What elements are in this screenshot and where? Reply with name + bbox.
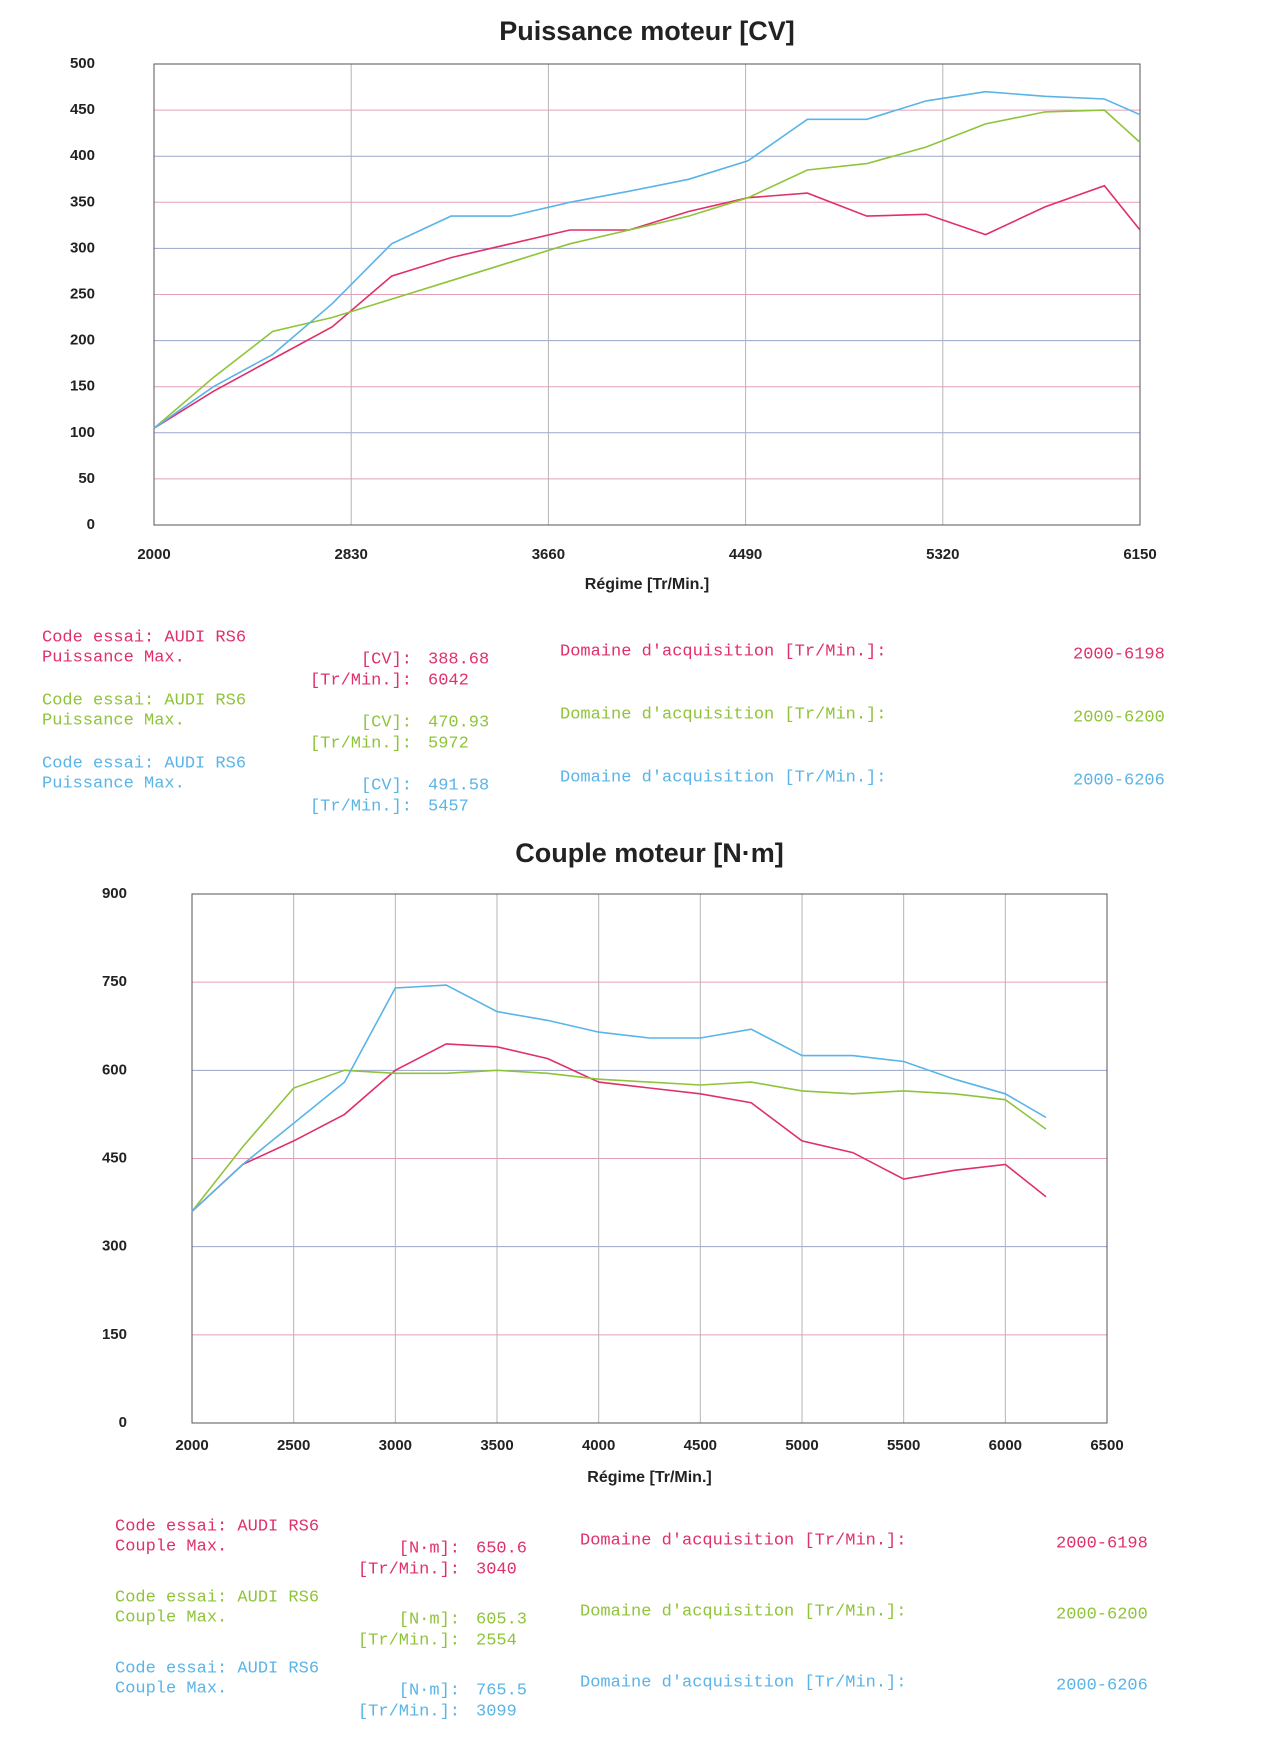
y-tick-label: 750 <box>102 973 127 990</box>
result-code: Code essai: AUDI RS6 <box>42 754 246 773</box>
result-max-value: 765.5 <box>476 1681 527 1700</box>
result-unit-label: [N·m]: <box>399 1610 460 1629</box>
y-tick-label: 0 <box>87 516 95 533</box>
y-tick-label: 450 <box>102 1149 127 1166</box>
result-rpm-label: [Tr/Min.]: <box>358 1631 460 1650</box>
y-tick-label: 150 <box>102 1326 127 1343</box>
result-unit-label: [N·m]: <box>399 1539 460 1558</box>
result-max-value: 470.93 <box>428 713 489 732</box>
result-rpm-value: 3040 <box>476 1560 517 1579</box>
result-rpm-value: 5972 <box>428 734 469 753</box>
result-max-value: 650.6 <box>476 1539 527 1558</box>
result-code: Code essai: AUDI RS6 <box>115 1517 319 1536</box>
result-range: 2000-6198 <box>1073 645 1165 664</box>
result-rpm-label: [Tr/Min.]: <box>358 1702 460 1721</box>
y-tick-label: 200 <box>70 332 95 349</box>
result-rpm-value: 2554 <box>476 1631 517 1650</box>
x-tick-label: 3500 <box>480 1437 513 1454</box>
result-range: 2000-6206 <box>1056 1676 1148 1695</box>
x-tick-label: 4000 <box>582 1437 615 1454</box>
result-unit-label: [CV]: <box>361 650 412 669</box>
result-rpm-value: 3099 <box>476 1702 517 1721</box>
result-max-label: Couple Max. <box>115 1537 227 1556</box>
x-tick-label: 5320 <box>926 546 959 563</box>
result-rpm-value: 6042 <box>428 671 469 690</box>
x-axis-title: Régime [Tr/Min.] <box>585 576 709 593</box>
y-tick-label: 450 <box>70 101 95 118</box>
result-range-label: Domaine d'acquisition [Tr/Min.]: <box>580 1602 906 1621</box>
result-range-label: Domaine d'acquisition [Tr/Min.]: <box>560 642 886 661</box>
result-code: Code essai: AUDI RS6 <box>115 1659 319 1678</box>
x-tick-label: 6000 <box>989 1437 1022 1454</box>
result-max-label: Puissance Max. <box>42 774 185 793</box>
series-line <box>153 109 1141 429</box>
result-max-label: Couple Max. <box>115 1608 227 1627</box>
result-range: 2000-6200 <box>1073 708 1165 727</box>
y-tick-label: 250 <box>70 285 95 302</box>
y-tick-label: 100 <box>70 424 95 441</box>
result-unit-label: [N·m]: <box>399 1681 460 1700</box>
x-axis-title: Régime [Tr/Min.] <box>587 1469 711 1486</box>
result-rpm-label: [Tr/Min.]: <box>310 797 412 816</box>
result-max-value: 605.3 <box>476 1610 527 1629</box>
result-max-value: 388.68 <box>428 650 489 669</box>
y-tick-label: 0 <box>119 1414 127 1431</box>
plot-frame <box>153 63 1141 526</box>
y-tick-label: 300 <box>70 239 95 256</box>
x-tick-label: 5500 <box>887 1437 920 1454</box>
series-line <box>191 1043 1047 1212</box>
y-tick-label: 300 <box>102 1238 127 1255</box>
y-tick-label: 600 <box>102 1061 127 1078</box>
x-tick-label: 6500 <box>1090 1437 1123 1454</box>
series-line <box>191 984 1047 1212</box>
result-code: Code essai: AUDI RS6 <box>115 1588 319 1607</box>
series-line <box>153 184 1141 429</box>
x-tick-label: 2000 <box>137 546 170 563</box>
y-tick-label: 500 <box>70 55 95 72</box>
x-tick-label: 2500 <box>277 1437 310 1454</box>
x-tick-label: 5000 <box>785 1437 818 1454</box>
y-tick-label: 150 <box>70 378 95 395</box>
result-max-label: Puissance Max. <box>42 648 185 667</box>
x-tick-label: 4500 <box>684 1437 717 1454</box>
result-code: Code essai: AUDI RS6 <box>42 628 246 647</box>
x-tick-label: 3660 <box>532 546 565 563</box>
x-tick-label: 2000 <box>175 1437 208 1454</box>
result-rpm-label: [Tr/Min.]: <box>358 1560 460 1579</box>
series-line <box>191 1069 1047 1212</box>
result-max-value: 491.58 <box>428 776 489 795</box>
y-tick-label: 50 <box>78 470 95 487</box>
y-tick-label: 900 <box>102 885 127 902</box>
result-max-label: Couple Max. <box>115 1679 227 1698</box>
chart-title: Puissance moteur [CV] <box>499 16 795 46</box>
series-line <box>153 90 1141 429</box>
result-range-label: Domaine d'acquisition [Tr/Min.]: <box>560 768 886 787</box>
x-tick-label: 3000 <box>379 1437 412 1454</box>
result-range: 2000-6200 <box>1056 1605 1148 1624</box>
result-code: Code essai: AUDI RS6 <box>42 691 246 710</box>
result-range: 2000-6198 <box>1056 1534 1148 1553</box>
x-tick-label: 2830 <box>335 546 368 563</box>
result-unit-label: [CV]: <box>361 776 412 795</box>
chart-title: Couple moteur [N·m] <box>515 838 783 868</box>
result-range-label: Domaine d'acquisition [Tr/Min.]: <box>560 705 886 724</box>
result-unit-label: [CV]: <box>361 713 412 732</box>
y-tick-label: 400 <box>70 147 95 164</box>
y-tick-label: 350 <box>70 193 95 210</box>
result-max-label: Puissance Max. <box>42 711 185 730</box>
result-range: 2000-6206 <box>1073 771 1165 790</box>
result-rpm-value: 5457 <box>428 797 469 816</box>
result-range-label: Domaine d'acquisition [Tr/Min.]: <box>580 1673 906 1692</box>
result-rpm-label: [Tr/Min.]: <box>310 671 412 690</box>
x-tick-label: 4490 <box>729 546 762 563</box>
x-tick-label: 6150 <box>1123 546 1156 563</box>
plot-frame <box>191 893 1108 1424</box>
result-range-label: Domaine d'acquisition [Tr/Min.]: <box>580 1531 906 1550</box>
result-rpm-label: [Tr/Min.]: <box>310 734 412 753</box>
